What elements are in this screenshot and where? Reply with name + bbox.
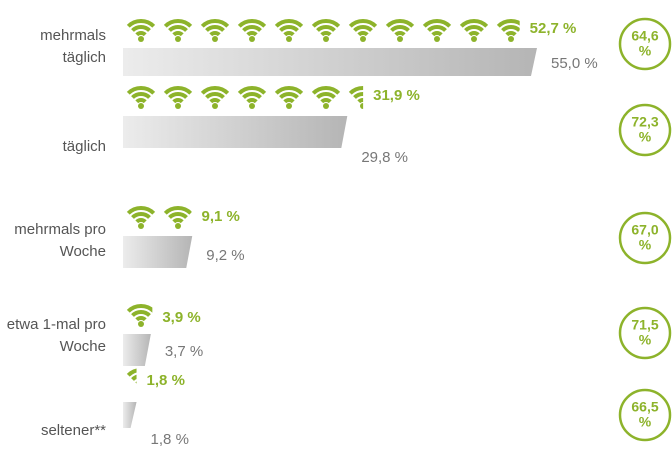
value-circle xyxy=(618,388,672,442)
gray-value-label: 1,8 % xyxy=(151,431,189,448)
green-value-label: 3,9 % xyxy=(162,309,200,326)
value-circle xyxy=(618,103,672,157)
icon-row xyxy=(123,302,153,328)
value-circle xyxy=(618,17,672,71)
category-label: etwa 1-mal pro Woche xyxy=(6,316,106,355)
wifi-bar xyxy=(123,17,520,43)
category-label: täglich xyxy=(62,138,106,155)
gray-value-label: 55,0 % xyxy=(551,55,598,72)
circle-label: 72,3% xyxy=(631,113,658,144)
value-circle xyxy=(618,211,672,265)
gray-value-label: 9,2 % xyxy=(206,247,244,264)
gray-bar xyxy=(123,116,348,148)
green-value-label: 9,1 % xyxy=(201,208,239,225)
category-label: mehrmals täglich xyxy=(40,27,106,66)
green-value-label: 52,7 % xyxy=(530,20,577,37)
wifi-bar xyxy=(123,302,153,328)
circle-label: 71,5% xyxy=(631,316,658,347)
gray-value-label: 3,7 % xyxy=(165,343,203,360)
gray-value-label: 29,8 % xyxy=(361,149,408,166)
wifi-bar xyxy=(123,84,364,110)
icon-row xyxy=(123,17,520,43)
value-circle xyxy=(618,306,672,360)
circle-label: 64,6% xyxy=(631,27,658,58)
wifi-bar xyxy=(123,204,192,230)
gray-bar xyxy=(123,402,137,428)
category-label: mehrmals pro Woche xyxy=(14,221,106,260)
gray-bar xyxy=(123,236,193,268)
category-label: seltener** xyxy=(40,422,106,439)
circle-label: 66,5% xyxy=(631,398,658,429)
icon-row xyxy=(123,204,192,230)
green-value-label: 31,9 % xyxy=(373,87,420,104)
green-value-label: 1,8 % xyxy=(147,372,185,389)
icon-row xyxy=(123,84,364,110)
wifi-bar xyxy=(123,366,137,392)
gray-bar xyxy=(123,48,537,76)
circle-label: 67,0% xyxy=(631,221,658,252)
gray-bar xyxy=(123,334,151,366)
icon-row xyxy=(123,366,137,392)
